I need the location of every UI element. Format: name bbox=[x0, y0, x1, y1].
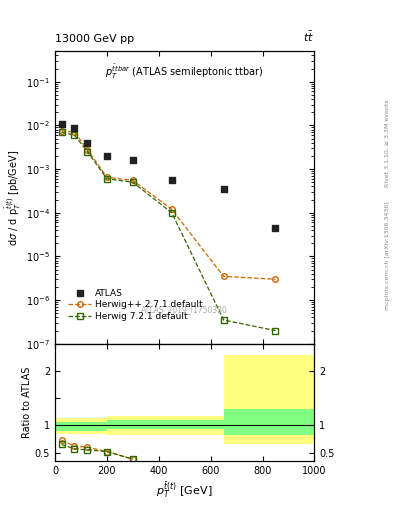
ATLAS bbox=[130, 156, 136, 164]
Herwig++ 2.7.1 default bbox=[221, 273, 226, 280]
Text: ATLAS_2019_I1750330: ATLAS_2019_I1750330 bbox=[141, 306, 228, 314]
ATLAS bbox=[59, 119, 65, 127]
Herwig 7.2.1 default bbox=[72, 132, 77, 138]
ATLAS bbox=[104, 152, 110, 160]
Line: Herwig++ 2.7.1 default: Herwig++ 2.7.1 default bbox=[59, 128, 278, 282]
ATLAS bbox=[272, 224, 279, 232]
ATLAS bbox=[169, 176, 175, 184]
Text: 13000 GeV pp: 13000 GeV pp bbox=[55, 33, 134, 44]
Herwig 7.2.1 default bbox=[273, 328, 278, 334]
ATLAS bbox=[84, 139, 91, 147]
ATLAS bbox=[72, 124, 78, 133]
Herwig 7.2.1 default bbox=[221, 317, 226, 323]
Herwig++ 2.7.1 default bbox=[169, 206, 174, 212]
Text: mcplots.cern.ch [arXiv:1306.3436]: mcplots.cern.ch [arXiv:1306.3436] bbox=[385, 202, 389, 310]
Herwig++ 2.7.1 default bbox=[85, 146, 90, 153]
Herwig 7.2.1 default bbox=[169, 210, 174, 216]
Herwig++ 2.7.1 default bbox=[105, 174, 109, 180]
Herwig++ 2.7.1 default bbox=[59, 128, 64, 134]
Herwig 7.2.1 default bbox=[59, 129, 64, 135]
Herwig++ 2.7.1 default bbox=[273, 276, 278, 282]
Herwig++ 2.7.1 default bbox=[72, 129, 77, 135]
Herwig 7.2.1 default bbox=[85, 148, 90, 155]
Text: $t\bar{t}$: $t\bar{t}$ bbox=[303, 29, 314, 44]
Herwig 7.2.1 default bbox=[130, 179, 135, 185]
X-axis label: $p_T^{\bar{t}(t)}$ [GeV]: $p_T^{\bar{t}(t)}$ [GeV] bbox=[156, 480, 213, 500]
Herwig 7.2.1 default bbox=[105, 176, 109, 182]
ATLAS bbox=[220, 185, 227, 193]
Y-axis label: Ratio to ATLAS: Ratio to ATLAS bbox=[22, 367, 32, 438]
Line: Herwig 7.2.1 default: Herwig 7.2.1 default bbox=[59, 130, 278, 333]
Herwig++ 2.7.1 default bbox=[130, 177, 135, 183]
Text: $p_T^{\bar{t}tbar}$ (ATLAS semileptonic ttbar): $p_T^{\bar{t}tbar}$ (ATLAS semileptonic … bbox=[105, 63, 264, 81]
Y-axis label: d$\sigma$ / d p$_T^{\bar{t}(t)}$ [pb/GeV]: d$\sigma$ / d p$_T^{\bar{t}(t)}$ [pb/GeV… bbox=[4, 150, 23, 246]
Legend: ATLAS, Herwig++ 2.7.1 default, Herwig 7.2.1 default: ATLAS, Herwig++ 2.7.1 default, Herwig 7.… bbox=[65, 285, 206, 325]
Text: Rivet 3.1.10, ≥ 3.3M events: Rivet 3.1.10, ≥ 3.3M events bbox=[385, 99, 389, 187]
